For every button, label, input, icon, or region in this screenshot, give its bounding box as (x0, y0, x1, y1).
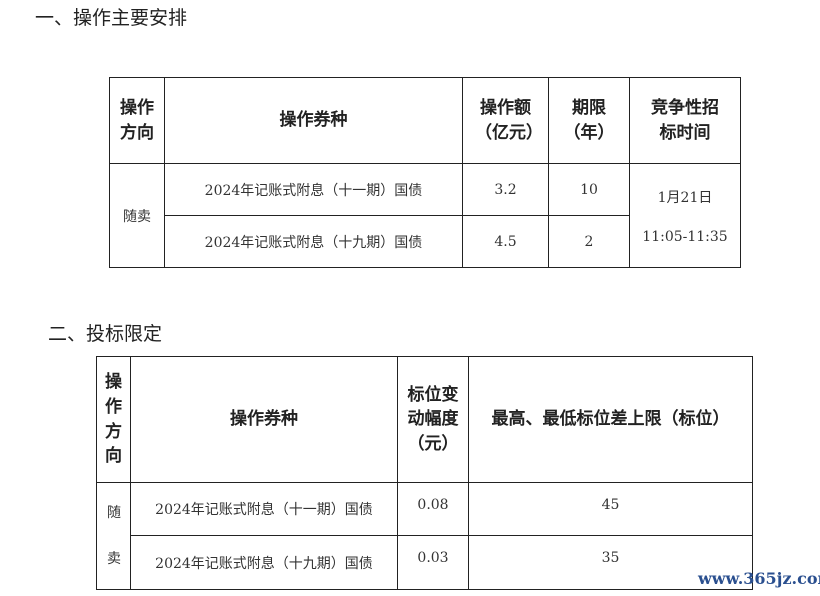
header-change: 标位变动幅度（元） (397, 356, 469, 483)
time-cell: 1月21日 11:05-11:35 (629, 163, 741, 268)
header-amount: 操作额（亿元） (462, 77, 549, 164)
header-direction: 操作方向 (96, 356, 131, 483)
bond-cell: 2024年记账式附息（十一期）国债 (130, 482, 398, 536)
bidding-limits-table: 操作方向 操作券种 标位变动幅度（元） 最高、最低标位差上限（标位） 随卖 20… (96, 356, 753, 590)
direction-cell: 随卖 (96, 482, 131, 590)
amount-cell: 3.2 (462, 163, 549, 216)
header-bond: 操作券种 (164, 77, 463, 164)
time-range: 11:05-11:35 (642, 228, 728, 245)
limit-cell: 45 (468, 482, 753, 536)
change-cell: 0.03 (397, 535, 469, 590)
bond-cell: 2024年记账式附息（十九期）国债 (130, 535, 398, 590)
term-cell: 10 (548, 163, 630, 216)
header-time: 竞争性招标时间 (629, 77, 741, 164)
change-cell: 0.08 (397, 482, 469, 536)
watermark: www.365jz.com (698, 569, 820, 588)
header-term: 期限（年） (548, 77, 630, 164)
section2-heading: 二、投标限定 (48, 323, 163, 345)
table-row: 2024年记账式附息（十九期）国债 4.5 2 (110, 215, 741, 268)
operation-schedule-table: 操作方向 操作券种 操作额（亿元） 期限（年） 竞争性招标时间 随卖 2024年… (109, 77, 741, 268)
term-cell: 2 (548, 215, 630, 268)
limit-cell: 35 (468, 535, 753, 590)
time-date: 1月21日 (657, 189, 713, 206)
table-row: 随卖 2024年记账式附息（十一期）国债 3.2 10 1月21日 11:05-… (109, 163, 741, 268)
amount-cell: 4.5 (462, 215, 549, 268)
bond-cell: 2024年记账式附息（十九期）国债 (164, 215, 463, 268)
table-row: 2024年记账式附息（十九期）国债 0.03 35 (97, 535, 753, 590)
table-row: 随卖 2024年记账式附息（十一期）国债 0.08 45 (96, 482, 753, 590)
bond-cell: 2024年记账式附息（十一期）国债 (164, 163, 463, 216)
header-direction: 操作方向 (109, 77, 165, 164)
section1-heading: 一、操作主要安排 (35, 7, 188, 29)
header-bond: 操作券种 (130, 356, 398, 483)
header-limit: 最高、最低标位差上限（标位） (468, 356, 753, 483)
direction-cell: 随卖 (109, 163, 165, 268)
